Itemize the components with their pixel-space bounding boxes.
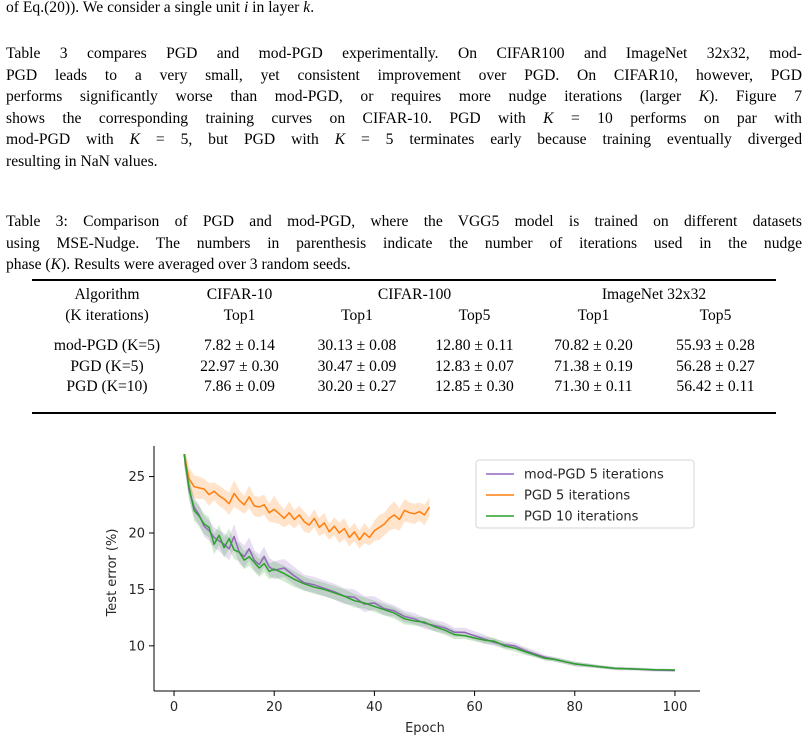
mod-pgd-5-iterations-line [183, 454, 676, 672]
y-tick-label: 20 [128, 527, 145, 542]
table-cell: 30.20 ± 0.27 [317, 378, 397, 395]
series-lines [183, 454, 676, 672]
legend-frame [475, 459, 695, 529]
pgd-5-iterations-band [184, 454, 430, 549]
table-cell: 56.28 ± 0.27 [676, 357, 755, 375]
paragraph-line: performs significantly worse than mod-PG… [6, 88, 802, 105]
table-header-cell: Top5 [699, 306, 732, 324]
results-table: Algorithm CIFAR-10 CIFAR-100 ImageNet 32… [32, 285, 776, 398]
confidence-bands [184, 454, 675, 672]
paragraph-line: Table 3 compares PGD and mod-PGD experim… [6, 45, 802, 62]
paragraph-line: mod-PGD with K = 5, but PGD with K = 5 t… [6, 131, 802, 148]
mod-pgd-5-iterations-band [184, 454, 675, 672]
caption-line: phase (K). Results were averaged over 3 … [6, 256, 351, 273]
intro-line: of Eq.(20)). We consider a single unit i… [6, 0, 315, 16]
table-bottom-rule [32, 412, 776, 414]
legend-entry: PGD 10 iterations [524, 510, 639, 525]
paragraph-line: resulting in NaN values. [6, 152, 158, 170]
paragraph-line: shows the corresponding training curves … [6, 109, 802, 127]
table-header-cell: Top1 [341, 306, 373, 324]
table-subheader-row: (K iterations) Top1 Top1 Top5 Top1 Top5 [32, 306, 776, 327]
table-cell: PGD (K=10) [66, 378, 148, 395]
body-paragraph: Table 3 compares PGD and mod-PGD experim… [6, 43, 802, 172]
table-row: PGD (K=10) 7.86 ± 0.09 30.20 ± 0.27 12.8… [32, 377, 776, 398]
table-cell: 55.93 ± 0.28 [676, 337, 755, 354]
x-tick-label: 100 [663, 700, 688, 715]
table-caption: Table 3: Comparison of PGD and mod-PGD, … [6, 211, 802, 276]
table-cell: 71.30 ± 0.11 [554, 378, 633, 395]
table-header-cell: ImageNet 32x32 [601, 286, 707, 303]
table-header-cell: Top1 [223, 306, 256, 324]
table-cell: 30.13 ± 0.08 [317, 337, 397, 354]
y-tick-label: 25 [128, 470, 145, 485]
y-tick-label: 15 [128, 583, 145, 598]
table-cell: 12.83 ± 0.07 [435, 357, 514, 375]
table-header-cell: Top1 [577, 306, 610, 324]
caption-line: Table 3: Comparison of PGD and mod-PGD, … [6, 213, 802, 230]
table-header-cell: CIFAR-100 [377, 286, 452, 303]
table-top-rule [32, 279, 776, 281]
legend-entry: PGD 5 iterations [524, 489, 630, 504]
pgd-10-iterations-band [184, 454, 675, 671]
table-header-row: Algorithm CIFAR-10 CIFAR-100 ImageNet 32… [32, 285, 776, 306]
table-header-cell: CIFAR-10 [206, 286, 273, 303]
table-cell: 12.80 ± 0.11 [435, 337, 514, 354]
caption-line: using MSE-Nudge. The numbers in parenthe… [6, 234, 802, 252]
table-cell: 7.86 ± 0.09 [204, 378, 275, 395]
table-cell: 12.85 ± 0.30 [435, 378, 514, 395]
table-cell: 56.42 ± 0.11 [676, 378, 755, 395]
table-cell: PGD (K=5) [70, 357, 144, 375]
paragraph-line: PGD leads to a very small, yet consisten… [6, 66, 802, 84]
intro-text: of Eq.(20)). We consider a single unit i… [6, 0, 802, 19]
table-cell: 30.47 ± 0.09 [317, 357, 397, 375]
y-tick-label: 10 [128, 639, 145, 654]
x-tick-label: 80 [566, 700, 583, 715]
x-tick-label: 60 [466, 700, 483, 715]
table-row: mod-PGD (K=5) 7.82 ± 0.14 30.13 ± 0.08 1… [32, 336, 776, 357]
x-tick-label: 0 [170, 700, 178, 715]
table-cell: 22.97 ± 0.30 [200, 357, 279, 375]
table-header-cell: (K iterations) [65, 306, 149, 324]
chart-axes: 0 20 40 60 80 100 10 15 20 25 Epoch Test error (%) [105, 446, 700, 736]
legend-entry: mod-PGD 5 iterations [524, 468, 664, 483]
x-tick-label: 20 [266, 700, 283, 715]
table-cell: 70.82 ± 0.20 [554, 337, 633, 354]
pgd-10-iterations-line [183, 454, 676, 671]
x-axis-label: Epoch [405, 721, 445, 736]
table-header-cell: Top5 [458, 306, 491, 324]
table-row: PGD (K=5) 22.97 ± 0.30 30.47 ± 0.09 12.8… [32, 357, 776, 378]
pgd-5-iterations-line [183, 454, 431, 541]
x-tick-label: 40 [366, 700, 383, 715]
table-cell: 7.82 ± 0.14 [204, 337, 275, 354]
table-cell: 71.38 ± 0.19 [554, 357, 633, 375]
chart-legend: mod-PGD 5 iterations PGD 5 iterations PGD … [475, 459, 695, 529]
table-cell: mod-PGD (K=5) [53, 337, 161, 354]
table-header-cell: Algorithm [74, 286, 140, 303]
y-axis-label: Test error (%) [105, 529, 120, 618]
